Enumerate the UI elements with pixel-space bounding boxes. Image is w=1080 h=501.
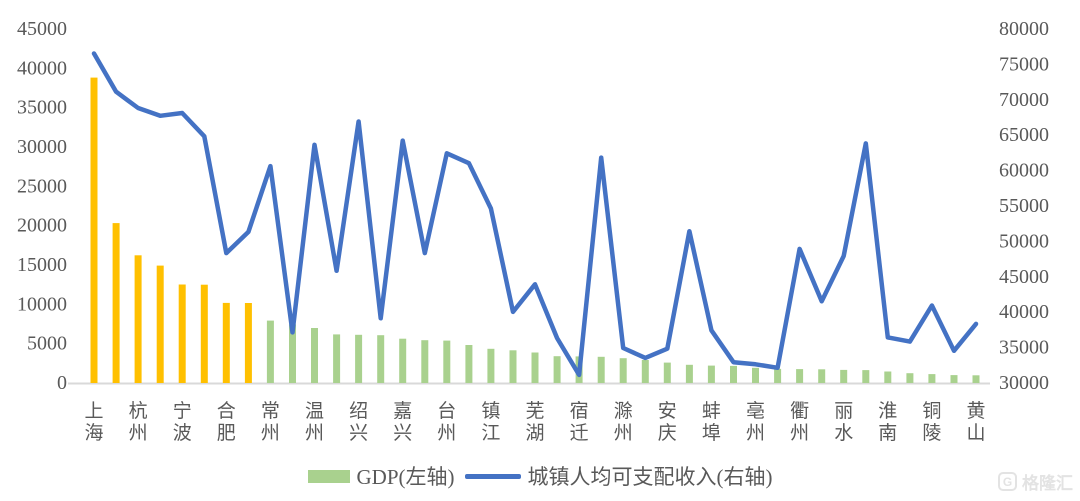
gdp-bar — [289, 324, 296, 383]
right-axis-tick: 50000 — [999, 230, 1049, 252]
x-axis-city-label: 淮南 — [878, 400, 897, 444]
left-axis-tick: 10000 — [17, 293, 67, 315]
x-axis-city-label: 丽水 — [834, 401, 853, 444]
right-axis-tick: 80000 — [999, 18, 1049, 40]
gdp-bar — [487, 348, 495, 383]
gdp-bar — [134, 255, 142, 383]
left-axis-tick: 15000 — [17, 254, 67, 276]
gdp-bar — [531, 352, 539, 383]
gdp-bar — [619, 358, 627, 383]
watermark-text: 格隆汇 — [1022, 474, 1073, 493]
gdp-bar — [553, 356, 561, 383]
gdp-legend-swatch-icon — [307, 469, 350, 483]
gdp-bar — [685, 364, 693, 383]
gdp-bar — [730, 365, 737, 383]
x-axis-city-label: 宁波 — [173, 400, 192, 444]
gdp-bar — [862, 370, 870, 383]
gdp-bar — [178, 284, 186, 383]
gdp-bar — [663, 362, 671, 383]
gdp-bar — [266, 320, 274, 383]
left-axis-tick: 5000 — [27, 333, 67, 355]
gdp-bar — [796, 369, 804, 383]
gdp-bar — [774, 368, 782, 383]
gdp-bar — [421, 340, 429, 383]
income-line — [91, 51, 979, 378]
gdp-bar — [597, 356, 605, 383]
right-axis-tick: 65000 — [999, 124, 1049, 146]
right-axis-tick: 35000 — [999, 337, 1049, 359]
x-axis-city-label: 铜陵 — [922, 400, 941, 444]
legend-item-income: 城镇人均可支配收入(右轴) — [464, 461, 773, 491]
gdp-bar — [509, 350, 517, 383]
x-axis-city-label: 温州 — [305, 400, 324, 444]
left-axis-tick: 0 — [57, 372, 67, 394]
gdp-bar — [752, 367, 759, 383]
x-axis-city-label: 台州 — [437, 400, 456, 444]
gdp-bar-series — [90, 77, 980, 383]
gdp-bar — [465, 345, 473, 383]
gdp-bar — [972, 375, 980, 383]
gdp-bar — [443, 340, 451, 383]
left-axis-tick: 40000 — [17, 57, 67, 79]
left-axis-tick: 20000 — [17, 215, 67, 237]
gdp-bar — [333, 334, 341, 383]
x-axis-city-label: 杭州 — [129, 400, 148, 444]
x-axis-city-label: 芜湖 — [525, 400, 544, 444]
income-legend-line-icon — [464, 473, 521, 479]
right-axis-tick: 60000 — [999, 160, 1049, 182]
right-axis-tick: 70000 — [999, 89, 1049, 111]
x-axis-city-label: 滁州 — [614, 400, 633, 444]
x-axis-city-label: 绍兴 — [349, 400, 368, 444]
gdp-bar — [377, 335, 385, 383]
gdp-bar — [355, 334, 363, 383]
x-axis-city-label: 合肥 — [217, 400, 236, 444]
x-axis-city-label: 安庆 — [658, 400, 677, 444]
x-axis-city-label: 蚌埠 — [702, 400, 721, 444]
gdp-bar — [707, 365, 715, 383]
x-axis-city-label: 常州 — [261, 400, 280, 444]
right-axis: 80000 75000 70000 65000 60000 55000 50000 45000… — [999, 18, 1049, 394]
right-axis-tick: 75000 — [999, 53, 1049, 75]
x-axis-city-label: 上海 — [84, 400, 103, 444]
gelonghui-logo-icon: G — [998, 472, 1017, 491]
gdp-bar — [906, 373, 914, 383]
gdp-bar — [311, 328, 318, 383]
gdp-bar — [222, 302, 230, 383]
right-axis-tick: 45000 — [999, 266, 1049, 288]
x-axis-city-label: 嘉兴 — [393, 400, 412, 444]
right-axis-tick: 40000 — [999, 301, 1049, 323]
x-axis-city-label: 宿迁 — [570, 400, 589, 444]
gdp-bar — [928, 374, 936, 383]
left-axis-tick: 45000 — [17, 18, 67, 40]
income-legend-label: 城镇人均可支配收入(右轴) — [527, 465, 773, 489]
right-axis-tick: 30000 — [999, 372, 1049, 394]
gdp-bar — [641, 360, 649, 383]
gdp-bar — [399, 338, 407, 383]
legend-item-gdp: GDP(左轴) — [307, 461, 455, 491]
x-axis-city-label: 亳州 — [746, 400, 765, 444]
watermark: G 格隆汇 — [998, 469, 1073, 494]
gdp-bar — [90, 77, 98, 383]
left-axis-tick: 25000 — [17, 175, 67, 197]
gdp-bar — [112, 223, 120, 383]
gdp-bar — [200, 284, 208, 383]
x-axis-city-label: 镇江 — [481, 400, 500, 444]
left-axis-tick: 30000 — [17, 136, 67, 158]
gdp-bar — [818, 369, 826, 383]
x-axis-city-label: 黄山 — [966, 400, 985, 444]
gdp-bar — [950, 375, 958, 383]
gdp-bar — [244, 303, 252, 383]
chart-legend: GDP(左轴) 城镇人均可支配收入(右轴) — [0, 463, 1080, 489]
x-axis-city-label: 衢州 — [790, 400, 809, 444]
x-axis-labels: 上海杭州宁波合肥常州温州绍兴嘉兴台州镇江芜湖宿迁滁州安庆蚌埠亳州衢州丽水淮南铜陵… — [84, 400, 985, 444]
gdp-legend-label: GDP(左轴) — [356, 465, 455, 489]
left-axis: 45000 40000 35000 30000 25000 20000 15000 10000… — [17, 18, 67, 394]
gdp-bar — [156, 265, 164, 383]
right-axis-tick: 55000 — [999, 195, 1049, 217]
left-axis-tick: 35000 — [17, 97, 67, 119]
gdp-bar — [840, 369, 848, 383]
gdp-bar — [884, 371, 892, 383]
